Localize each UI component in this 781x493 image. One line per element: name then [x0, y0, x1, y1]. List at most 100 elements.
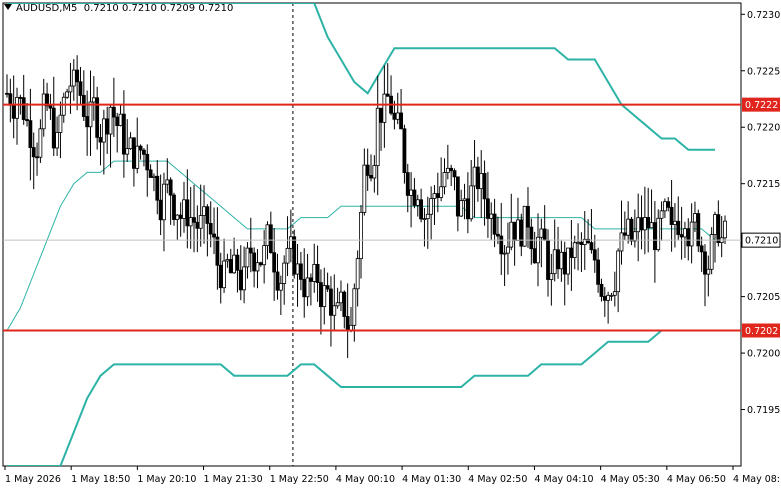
candle-body	[288, 236, 293, 249]
candle-body	[121, 113, 126, 155]
candle-body	[315, 263, 320, 283]
candle-body	[452, 170, 457, 178]
candle-body	[496, 233, 500, 237]
level-label-bg	[742, 323, 780, 338]
candle-body	[696, 213, 701, 247]
candle-body	[8, 93, 13, 106]
candle-body	[78, 81, 83, 96]
candle-body	[492, 213, 497, 235]
candle-body	[526, 205, 530, 228]
candle-body	[245, 247, 250, 268]
candle-body	[703, 251, 707, 275]
candle-body	[385, 93, 390, 97]
candle-body	[222, 260, 226, 289]
candle-body	[205, 206, 210, 224]
candle-body	[298, 263, 303, 280]
candle-body	[272, 252, 277, 273]
candle-body	[516, 219, 520, 241]
candle-body	[225, 259, 230, 262]
candle-body	[392, 112, 397, 120]
candle-body	[499, 235, 504, 255]
x-tick-label: 1 May 18:50	[71, 474, 130, 485]
upper-band-line	[7, 3, 715, 151]
candle-body	[472, 166, 477, 187]
candle-body	[459, 200, 464, 217]
candle-body	[61, 96, 66, 116]
candle-body	[679, 234, 684, 238]
candle-body	[465, 198, 470, 220]
candle-body	[322, 285, 327, 307]
candle-body	[549, 273, 554, 280]
quote-open: 0.7210	[83, 3, 119, 14]
candle-body	[148, 169, 153, 178]
candle-body	[91, 97, 96, 103]
candle-body	[599, 283, 604, 297]
candle-body	[232, 254, 236, 274]
candle-body	[41, 93, 46, 130]
candle-body	[576, 241, 580, 244]
candle-body	[292, 236, 297, 275]
candle-body	[462, 198, 467, 202]
candle-body	[365, 164, 370, 176]
candle-body	[118, 113, 123, 127]
candle-body	[693, 213, 697, 223]
candle-body	[509, 221, 514, 248]
candle-body	[335, 302, 340, 307]
candle-body	[165, 179, 170, 185]
candle-body	[646, 217, 651, 229]
candle-body	[345, 316, 350, 331]
candle-body	[612, 291, 617, 296]
candle-body	[309, 277, 313, 282]
candle-body	[395, 112, 400, 120]
quote-close: 0.7210	[198, 3, 234, 14]
candle-body	[88, 101, 93, 128]
candle-body	[125, 148, 130, 155]
candle-body	[475, 166, 480, 190]
level-label-bg	[742, 97, 780, 112]
candle-body	[352, 288, 357, 326]
candle-body	[409, 189, 413, 196]
candle-body	[355, 258, 360, 290]
candle-body	[38, 128, 43, 158]
candle-body	[325, 285, 330, 290]
candle-body	[192, 217, 196, 223]
candle-body	[479, 173, 484, 190]
candle-body	[399, 112, 403, 130]
candle-body	[319, 282, 323, 307]
candle-body	[405, 172, 410, 196]
candle-body	[185, 199, 190, 227]
candle-body	[71, 69, 76, 87]
candle-body	[268, 224, 273, 254]
candle-body	[255, 262, 260, 272]
y-tick-label: 0.7220	[747, 123, 780, 134]
candle-body	[419, 199, 424, 220]
candle-body	[519, 219, 524, 247]
candle-body	[629, 218, 634, 242]
y-tick-label: 0.7205	[747, 292, 780, 303]
candle-body	[81, 95, 86, 117]
candle-body	[25, 119, 29, 122]
collapse-triangle-icon[interactable]	[4, 4, 12, 10]
candle-body	[155, 175, 160, 201]
candle-body	[713, 214, 717, 235]
candle-body	[486, 198, 490, 219]
candle-body	[439, 186, 444, 198]
candle-body	[626, 218, 631, 236]
candle-body	[55, 132, 59, 149]
candle-body	[238, 269, 243, 291]
candle-body	[529, 226, 534, 250]
candle-body	[158, 199, 163, 221]
candle-body	[502, 252, 507, 255]
candle-body	[265, 224, 270, 247]
candle-body	[282, 262, 287, 284]
candle-body	[48, 105, 53, 109]
candle-body	[512, 221, 517, 241]
y-tick-label: 0.7215	[747, 179, 780, 190]
candle-body	[15, 96, 19, 119]
candle-body	[215, 236, 220, 266]
candle-body	[602, 296, 607, 301]
y-tick-label: 0.7195	[747, 405, 780, 416]
candle-body	[342, 291, 347, 317]
